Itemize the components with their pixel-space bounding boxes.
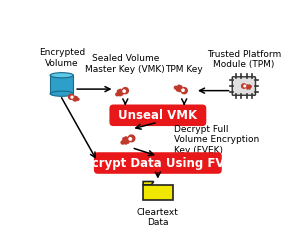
- Text: Cleartext
Data: Cleartext Data: [137, 208, 179, 227]
- Circle shape: [182, 89, 184, 91]
- Circle shape: [129, 138, 132, 140]
- Text: Decrypt Full
Volume Encryption
Key (FVEK): Decrypt Full Volume Encryption Key (FVEK…: [174, 125, 259, 155]
- FancyBboxPatch shape: [109, 105, 206, 126]
- Circle shape: [123, 90, 125, 92]
- Ellipse shape: [50, 91, 73, 96]
- Circle shape: [122, 88, 128, 94]
- Text: Sealed Volume
Master Key (VMK): Sealed Volume Master Key (VMK): [85, 54, 165, 74]
- Circle shape: [71, 96, 73, 98]
- Polygon shape: [143, 185, 172, 200]
- Polygon shape: [50, 75, 73, 94]
- Text: Decrypt Data Using FVEK: Decrypt Data Using FVEK: [74, 157, 242, 169]
- Text: Unseal VMK: Unseal VMK: [118, 109, 197, 122]
- Circle shape: [181, 88, 187, 94]
- Circle shape: [69, 94, 74, 99]
- Text: TPM Key: TPM Key: [165, 65, 203, 74]
- FancyBboxPatch shape: [94, 152, 222, 174]
- Ellipse shape: [50, 73, 73, 78]
- Circle shape: [128, 135, 135, 142]
- Circle shape: [242, 84, 246, 88]
- Polygon shape: [143, 182, 154, 185]
- Text: Encrypted
Volume: Encrypted Volume: [38, 48, 85, 68]
- FancyBboxPatch shape: [232, 77, 256, 95]
- Text: Trusted Platform
Module (TPM): Trusted Platform Module (TPM): [207, 50, 281, 69]
- Circle shape: [244, 85, 245, 87]
